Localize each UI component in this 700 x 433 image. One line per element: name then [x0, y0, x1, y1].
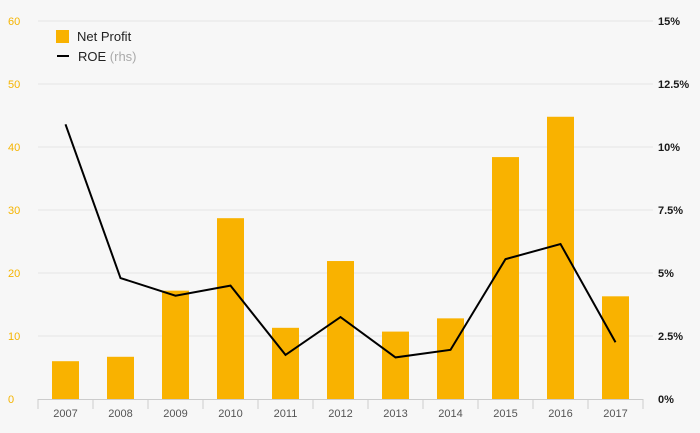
bar-net-profit-2016 — [547, 116, 574, 399]
x-tick-label: 2010 — [218, 408, 242, 420]
x-tick-label: 2011 — [274, 408, 298, 420]
bar-net-profit-2009 — [162, 290, 189, 399]
bar-series-net-profit — [52, 116, 629, 399]
x-tick-label: 2014 — [438, 408, 462, 420]
left-tick-label: 60 — [8, 16, 20, 28]
x-tick-label: 2016 — [548, 408, 572, 420]
right-tick-label: 0% — [658, 394, 674, 406]
x-tick-label: 2007 — [53, 408, 77, 420]
bar-net-profit-2015 — [492, 157, 519, 399]
right-tick-label: 7.5% — [658, 205, 683, 217]
legend-swatch-line — [57, 55, 69, 57]
x-tick-label: 2013 — [383, 408, 407, 420]
left-tick-label: 0 — [8, 394, 14, 406]
x-axis: 2007 2008 2009 2010 2011 2012 2013 2014 2015 2016… — [37, 399, 644, 420]
bar-net-profit-2011 — [272, 327, 299, 399]
bar-net-profit-2017 — [602, 296, 629, 399]
right-tick-label: 15% — [658, 16, 680, 28]
bar-net-profit-2010 — [217, 218, 244, 399]
left-tick-label: 50 — [8, 79, 20, 91]
legend-label-net-profit: Net Profit — [77, 28, 132, 44]
x-tick-label: 2009 — [163, 408, 187, 420]
legend-label-roe: ROE — [78, 48, 107, 64]
legend-swatch-bar — [56, 29, 69, 43]
right-tick-label: 2.5% — [658, 331, 683, 343]
line-series-roe — [64, 123, 617, 359]
x-tick-label: 2015 — [493, 408, 517, 420]
right-tick-label: 5% — [658, 268, 674, 280]
right-tick-label: 12.5% — [658, 79, 689, 91]
legend-item-roe: ROE (rhs) — [56, 46, 137, 66]
legend: Net Profit ROE (rhs) — [56, 26, 137, 66]
legend-item-net-profit: Net Profit — [56, 26, 137, 46]
right-y-axis: 0% 2.5% 5% 7.5% 10% 12.5% 15% — [658, 16, 689, 406]
left-tick-label: 20 — [8, 268, 20, 280]
bar-net-profit-2007 — [52, 361, 79, 399]
bar-net-profit-2013 — [382, 331, 409, 399]
x-tick-label: 2017 — [603, 408, 627, 420]
left-tick-label: 30 — [8, 205, 20, 217]
right-tick-label: 10% — [658, 142, 680, 154]
bar-net-profit-2008 — [107, 356, 134, 399]
left-tick-label: 40 — [8, 142, 20, 154]
x-tick-label: 2012 — [328, 408, 352, 420]
bar-net-profit-2012 — [327, 261, 354, 399]
legend-label-rhs: (rhs) — [109, 48, 137, 64]
left-y-axis: 0 10 20 30 40 50 60 — [8, 16, 20, 406]
left-tick-label: 10 — [8, 331, 20, 343]
x-tick-label: 2008 — [108, 408, 132, 420]
bar-net-profit-2014 — [437, 318, 464, 399]
